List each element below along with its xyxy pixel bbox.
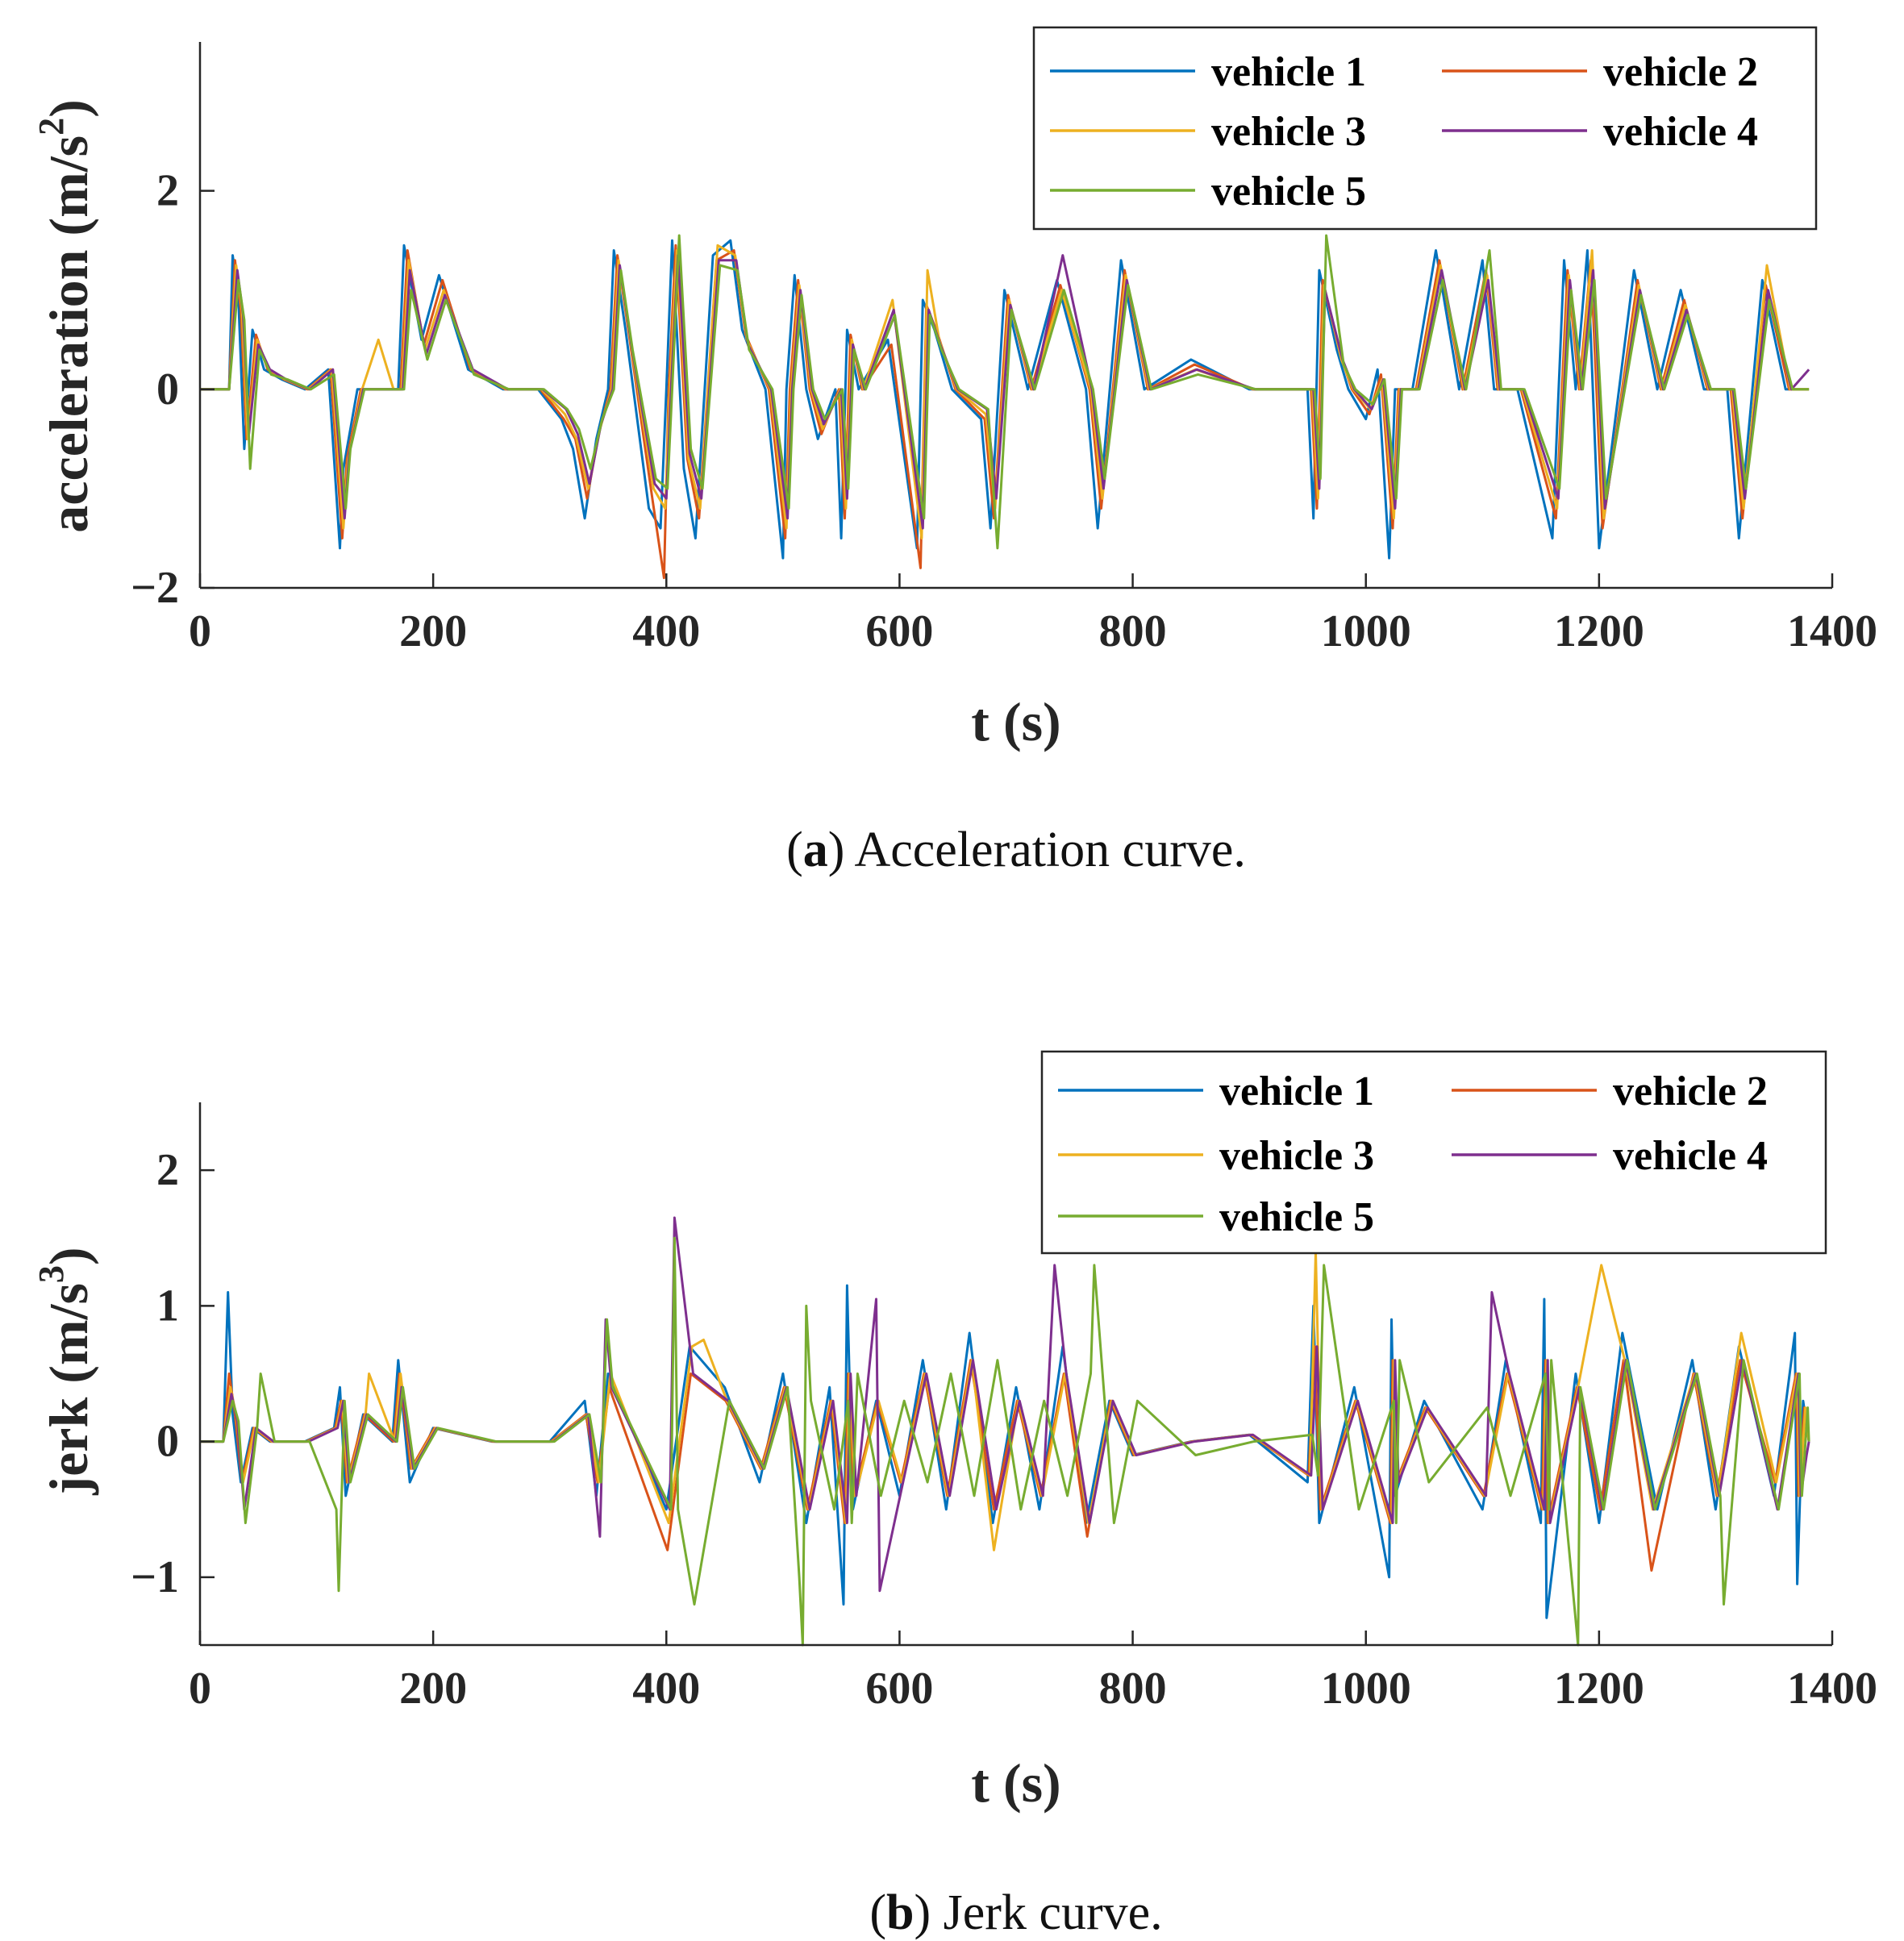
x-tick-label-a-0: 0 (189, 606, 211, 656)
legend-label-a-3: vehicle 3 (1211, 109, 1366, 155)
legend-label-b-1: vehicle 1 (1219, 1068, 1374, 1114)
x-tick-label-a-200: 200 (399, 606, 467, 656)
x-tick-label-b-1000: 1000 (1321, 1664, 1411, 1714)
legend-label-b-5: vehicle 5 (1219, 1194, 1374, 1240)
x-tick-label-b-800: 800 (1099, 1664, 1167, 1714)
legend-label-a-4: vehicle 4 (1603, 109, 1758, 155)
series-layer-a (200, 234, 1810, 580)
y-tick-label-b-0: −1 (131, 1552, 179, 1602)
x-tick-label-a-1400: 1400 (1787, 606, 1877, 656)
x-tick-label-a-400: 400 (632, 606, 700, 656)
y-axis-label-a: acceleration (m/s2) (31, 99, 99, 532)
caption-b-text: ) Jerk curve. (915, 1885, 1163, 1940)
x-tick-label-a-800: 800 (1099, 606, 1167, 656)
caption-b-letter: b (886, 1885, 914, 1940)
y-tick-label-a-0: −2 (131, 563, 179, 613)
y-tick-label-a-1: 0 (156, 364, 179, 414)
x-tick-label-a-1200: 1200 (1554, 606, 1644, 656)
x-tick-label-b-0: 0 (189, 1664, 211, 1714)
y-axis-label-sup-a: 2 (31, 118, 71, 135)
legend-box-b (1040, 1050, 1827, 1255)
caption-a-open: ( (786, 823, 803, 877)
series-line-a-4 (200, 254, 1810, 530)
legend-label-a-2: vehicle 2 (1603, 49, 1758, 95)
x-tick-label-b-200: 200 (399, 1664, 467, 1714)
series-line-a-5 (200, 234, 1810, 550)
y-axis-label-main-a: acceleration (m/s (38, 135, 99, 533)
y-tick-label-b-3: 2 (156, 1145, 179, 1195)
y-axis-label-main-b: jerk (m/s (38, 1283, 99, 1495)
x-tick-label-b-1200: 1200 (1554, 1664, 1644, 1714)
x-axis-label-a: t (s) (971, 691, 1060, 752)
legend-a: vehicle 1 vehicle 2 vehicle 3 vehicle 4 … (1032, 26, 1818, 231)
legend-label-a-5: vehicle 5 (1211, 169, 1366, 215)
ticks-layer-a: 0 200 400 600 800 1000 1200 1400−202 (131, 166, 1877, 656)
y-axis-label-tail-b: ) (38, 1247, 99, 1265)
x-tick-label-b-1400: 1400 (1787, 1664, 1877, 1714)
caption-a-letter: a (803, 823, 828, 877)
series-layer-b (200, 1216, 1810, 1647)
x-tick-label-b-400: 400 (632, 1664, 700, 1714)
y-tick-label-b-1: 0 (156, 1417, 179, 1467)
caption-a-text: ) Acceleration curve. (828, 823, 1246, 877)
legend-label-a-1: vehicle 1 (1211, 49, 1366, 95)
y-tick-label-b-2: 1 (156, 1281, 179, 1331)
caption-b-open: ( (869, 1885, 886, 1940)
series-line-a-1 (200, 239, 1810, 560)
series-line-b-5 (200, 1236, 1810, 1647)
x-tick-label-a-600: 600 (865, 606, 933, 656)
y-tick-label-a-2: 2 (156, 166, 179, 216)
y-axis-label-b: jerk (m/s3) (31, 1247, 99, 1495)
legend-label-b-4: vehicle 4 (1613, 1133, 1768, 1179)
x-tick-label-a-1000: 1000 (1321, 606, 1411, 656)
legend-b: vehicle 1 vehicle 2 vehicle 3 vehicle 4 … (1040, 1050, 1827, 1255)
legend-label-b-2: vehicle 2 (1613, 1068, 1768, 1114)
y-axis-label-tail-a: ) (38, 99, 99, 118)
caption-a: (a) Acceleration curve. (786, 823, 1246, 877)
ticks-layer-b: 0 200 400 600 800 1000 1200 1400 −1 0 1 2 (131, 1145, 1877, 1714)
chart-panel-a: 0 200 400 600 800 1000 1200 1400−202 t (s) acce… (31, 26, 1877, 877)
legend-label-b-3: vehicle 3 (1219, 1133, 1374, 1179)
x-axis-label-b: t (s) (971, 1752, 1060, 1814)
y-axis-label-sup-b: 3 (31, 1265, 71, 1283)
chart-panel-b: 0 200 400 600 800 1000 1200 1400 −1 0 1 2 t (s) jer… (31, 1050, 1877, 1940)
legend-box-a (1032, 26, 1818, 231)
x-tick-label-b-600: 600 (865, 1664, 933, 1714)
caption-b: (b) Jerk curve. (869, 1885, 1162, 1940)
